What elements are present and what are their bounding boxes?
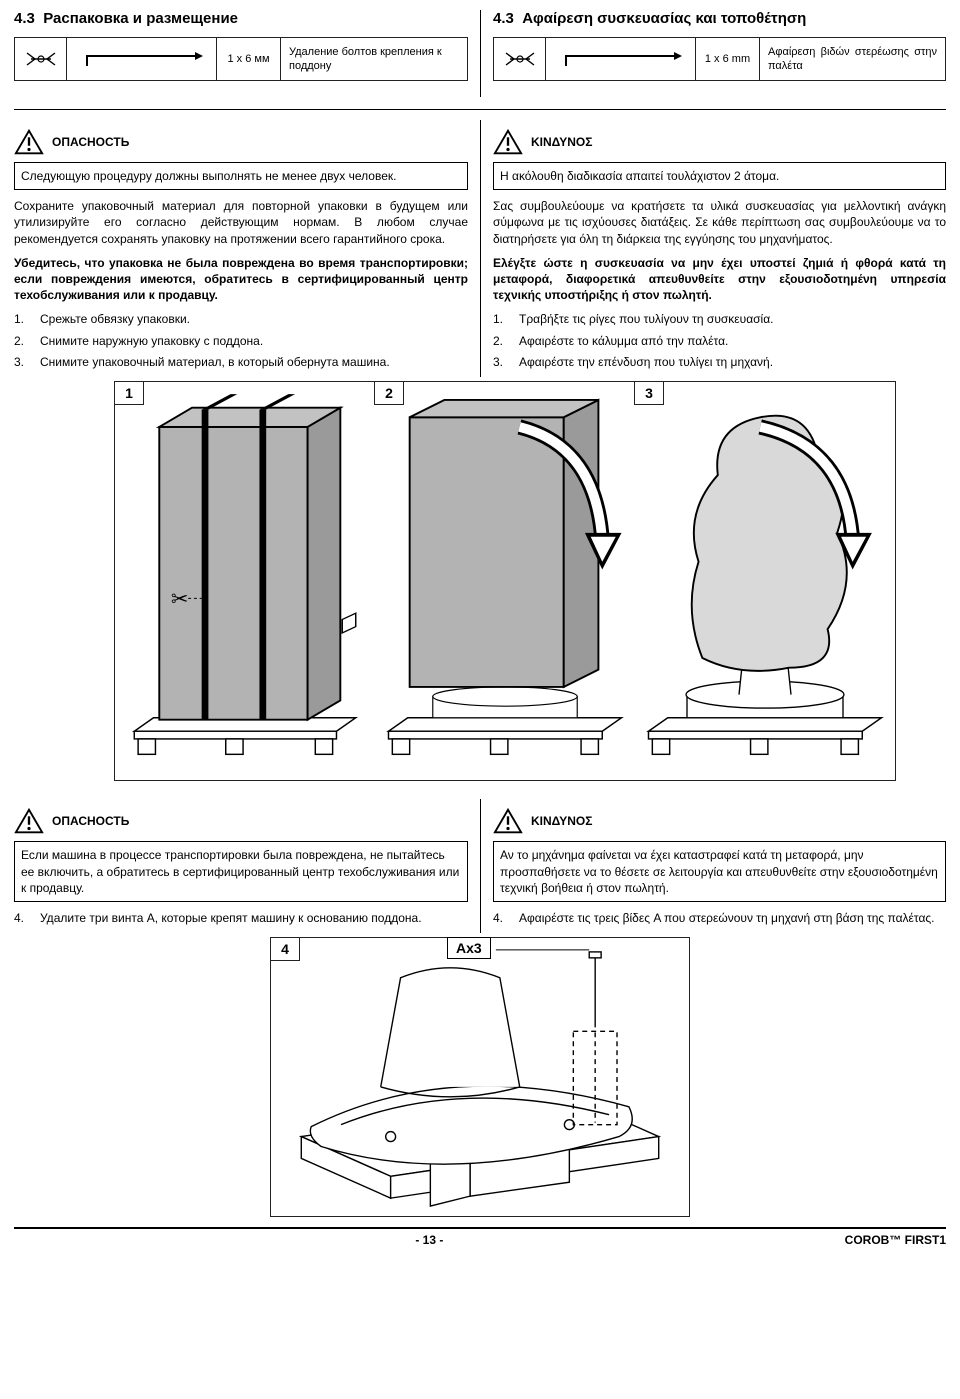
body-ru: ОПАСНОСТЬ Следующую процедуру должны вып… <box>14 120 480 377</box>
steps-gr-2: 4.Αφαιρέστε τις τρεις βίδες A που στερεώ… <box>493 910 946 927</box>
figure-number: 4 <box>270 937 300 961</box>
boxed-note-ru-1: Следующую процедуру должны выполнять не … <box>14 162 468 190</box>
tool-size-ru: 1 x 6 мм <box>217 38 281 80</box>
section-name: Распаковка и размещение <box>43 10 238 27</box>
figure-4: 4 Ax3 <box>270 937 690 1217</box>
tool-text-gr: Αφαίρεση βιδών στερέωσης στην παλέτα <box>760 38 945 80</box>
step-4: 4.Удалите три винта A, которые крепят ма… <box>14 910 468 927</box>
steps-ru-2: 4.Удалите три винта A, которые крепят ма… <box>14 910 468 927</box>
step-2: 2.Снимите наружную упаковку с поддона. <box>14 333 468 350</box>
body-row-1: ОПАСНОСТЬ Следующую процедуру должны вып… <box>14 120 946 377</box>
figure-3: 3 <box>635 382 895 780</box>
body2-ru: ОПАСНОСТЬ Если машина в процессе транспо… <box>14 799 480 933</box>
figure-1: 1 ✂ <box>115 382 375 780</box>
para-ru-2: Убедитесь, что упаковка не была поврежде… <box>14 255 468 304</box>
figure-4-svg <box>271 938 689 1216</box>
tool-size-gr: 1 x 6 mm <box>696 38 760 80</box>
danger-heading-ru: ОПАСНОСТЬ <box>14 128 468 156</box>
warning-icon <box>493 807 523 835</box>
wrench-icon <box>15 38 67 80</box>
danger-heading-ru-2: ОПАСНОСТЬ <box>14 807 468 835</box>
warning-icon <box>493 128 523 156</box>
danger-heading-gr: ΚΙΝΔΥΝΟΣ <box>493 128 946 156</box>
warning-icon <box>14 128 44 156</box>
step-3: 3.Снимите упаковочный материал, в которы… <box>14 354 468 371</box>
hex-key-icon <box>67 38 217 80</box>
boxed-note-gr-2: Αν το μηχάνημα φαίνεται να έχει καταστρα… <box>493 841 946 902</box>
body-row-2: ОПАСНОСТЬ Если машина в процессе транспо… <box>14 799 946 933</box>
danger-label: ОПАСНОСТЬ <box>52 135 129 149</box>
figure-1-svg: ✂ <box>115 382 375 780</box>
tool-text-ru: Удаление болтов крепления к поддону <box>281 38 467 80</box>
figure-number: 1 <box>114 381 144 405</box>
ax3-label: Ax3 <box>447 937 491 959</box>
figure-row-123: 1 ✂ <box>114 381 896 781</box>
section-no: 4.3 <box>493 10 514 27</box>
para-gr-1: Σας συμβουλεύουμε να κρατήσετε τα υλικά … <box>493 198 946 247</box>
boxed-note-gr-1: Η ακόλουθη διαδικασία απαιτεί τουλάχιστο… <box>493 162 946 190</box>
danger-heading-gr-2: ΚΙΝΔΥΝΟΣ <box>493 807 946 835</box>
wrench-icon <box>494 38 546 80</box>
tool-row-ru: 1 x 6 мм Удаление болтов крепления к под… <box>14 37 468 81</box>
step-1: 1.Срежьте обвязку упаковки. <box>14 311 468 328</box>
page-number: - 13 - <box>14 1233 845 1247</box>
step-2: 2.Αφαιρέστε το κάλυμμα από την παλέτα. <box>493 333 946 350</box>
step-1: 1.Τραβήξτε τις ρίγες που τυλίγουν τη συσ… <box>493 311 946 328</box>
section-name: Αφαίρεση συσκευασίας και τοποθέτηση <box>522 10 806 27</box>
divider <box>14 109 946 110</box>
para-ru-1: Сохраните упаковочный материал для повто… <box>14 198 468 247</box>
col-gr: 4.3 Αφαίρεση συσκευασίας και τοποθέτηση … <box>480 10 946 97</box>
figure-3-svg <box>635 382 895 780</box>
section-title-ru: 4.3 Распаковка и размещение <box>14 10 468 27</box>
page-footer: - 13 - COROB™ FIRST1 <box>14 1227 946 1247</box>
body2-gr: ΚΙΝΔΥΝΟΣ Αν το μηχάνημα φαίνεται να έχει… <box>480 799 946 933</box>
scissors-icon: ✂ <box>171 589 189 612</box>
header-row: 4.3 Распаковка и размещение 1 x 6 мм Уда… <box>14 10 946 97</box>
figure-2: 2 <box>375 382 635 780</box>
danger-label: ОПАСНОСТЬ <box>52 814 129 828</box>
steps-ru: 1.Срежьте обвязку упаковки. 2.Снимите на… <box>14 311 468 371</box>
boxed-note-ru-2: Если машина в процессе транспортировки б… <box>14 841 468 902</box>
step-4: 4.Αφαιρέστε τις τρεις βίδες A που στερεώ… <box>493 910 946 927</box>
warning-icon <box>14 807 44 835</box>
figure-number: 2 <box>374 381 404 405</box>
danger-label: ΚΙΝΔΥΝΟΣ <box>531 814 592 828</box>
body-gr: ΚΙΝΔΥΝΟΣ Η ακόλουθη διαδικασία απαιτεί τ… <box>480 120 946 377</box>
figure-2-svg <box>375 382 635 780</box>
section-title-gr: 4.3 Αφαίρεση συσκευασίας και τοποθέτηση <box>493 10 946 27</box>
danger-label: ΚΙΝΔΥΝΟΣ <box>531 135 592 149</box>
step-3: 3.Αφαιρέστε την επένδυση που τυλίγει τη … <box>493 354 946 371</box>
para-gr-2: Ελέγξτε ώστε η συσκευασία να μην έχει υπ… <box>493 255 946 304</box>
steps-gr: 1.Τραβήξτε τις ρίγες που τυλίγουν τη συσ… <box>493 311 946 371</box>
product-name: COROB™ FIRST1 <box>845 1233 946 1247</box>
tool-row-gr: 1 x 6 mm Αφαίρεση βιδών στερέωσης στην π… <box>493 37 946 81</box>
figure-number: 3 <box>634 381 664 405</box>
col-ru: 4.3 Распаковка и размещение 1 x 6 мм Уда… <box>14 10 480 97</box>
section-no: 4.3 <box>14 10 35 27</box>
hex-key-icon <box>546 38 696 80</box>
